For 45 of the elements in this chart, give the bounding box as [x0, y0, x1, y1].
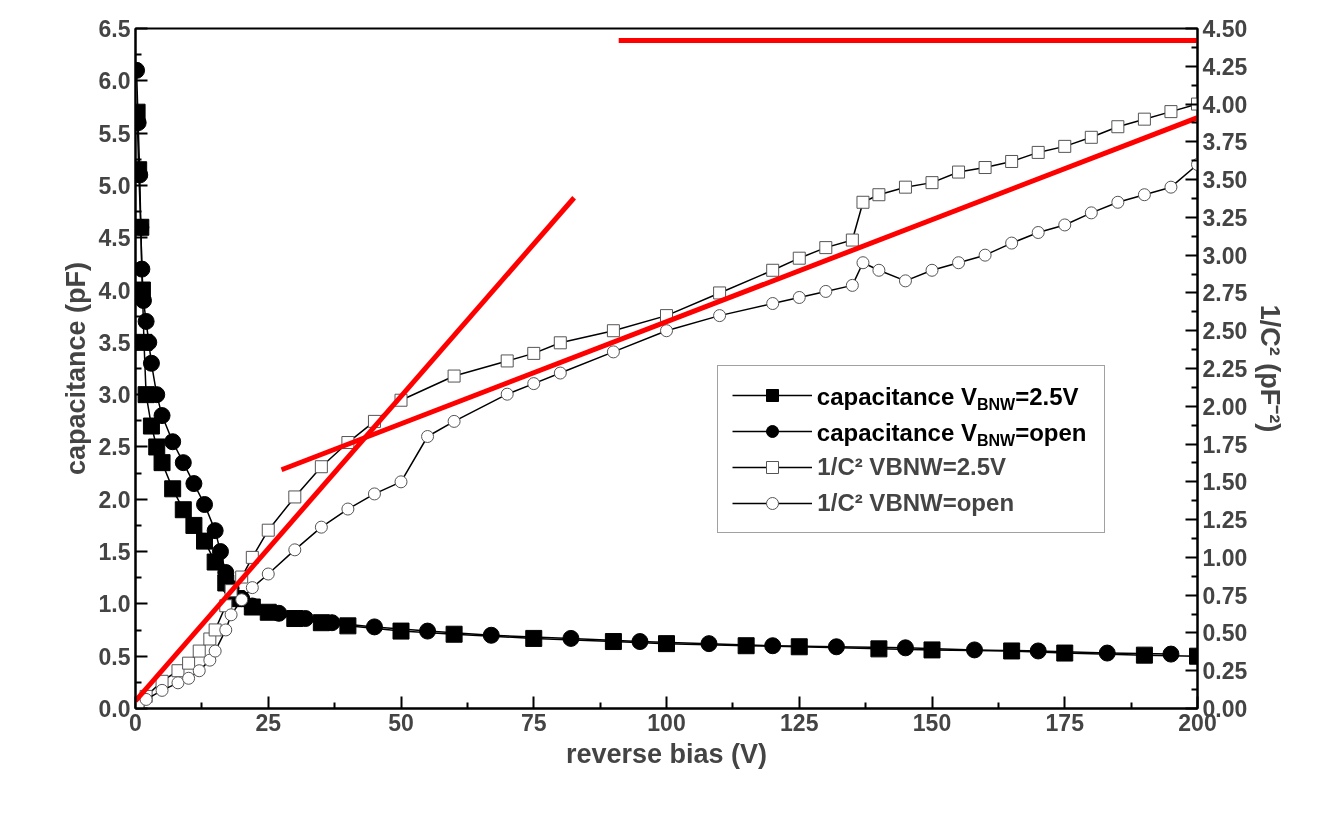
x-tick-label: 100: [647, 709, 686, 736]
legend-label: 1/C² VBNW=2.5V: [817, 452, 1008, 482]
y-tick-label: 6.5: [98, 16, 131, 42]
legend-label: 1/C² VBNW=open: [817, 488, 1016, 518]
x-axis-title: reverse bias (V): [565, 738, 768, 769]
y2-tick-label: 1.75: [1202, 431, 1248, 458]
y-tick-label: 4.0: [98, 277, 131, 304]
x-tick-label: 125: [780, 709, 819, 736]
y2-tick-label: 1.25: [1202, 507, 1248, 534]
x-tick-label: 175: [1045, 709, 1085, 736]
x-tick-label: 150: [912, 709, 952, 736]
y-tick-label: 3.5: [98, 329, 131, 356]
y-tick-label: 0.0: [98, 696, 131, 722]
x-tick-label: 0: [129, 709, 142, 736]
y2-tick-label: 2.75: [1202, 280, 1248, 307]
y2-tick-label: 3.00: [1202, 242, 1248, 269]
y-tick-label: 3.0: [98, 382, 131, 409]
y2-axis-title: 1/C² (pF⁻²): [1255, 304, 1286, 433]
y2-tick-label: 2.50: [1202, 318, 1248, 345]
y2-tick-label: 4.25: [1202, 53, 1248, 80]
y2-tick-label: 3.50: [1202, 167, 1248, 194]
y-tick-label: 2.5: [98, 434, 131, 461]
y2-tick-label: 1.00: [1202, 544, 1248, 571]
y-tick-label: 5.5: [98, 120, 131, 147]
y2-tick-label: 0.25: [1202, 658, 1248, 685]
y2-tick-label: 0.75: [1202, 582, 1248, 609]
y2-tick-label: 1.50: [1202, 469, 1248, 496]
y2-tick-label: 2.00: [1202, 393, 1248, 420]
y-tick-label: 4.5: [98, 225, 131, 252]
y2-tick-label: 2.25: [1202, 356, 1248, 382]
y2-tick-label: 4.50: [1202, 16, 1248, 42]
x-tick-label: 25: [255, 709, 282, 736]
y2-tick-label: 0.50: [1202, 620, 1248, 647]
y2-tick-label: 3.75: [1202, 129, 1248, 156]
y-tick-label: 6.0: [98, 68, 131, 95]
y2-tick-label: 4.00: [1202, 91, 1248, 118]
x-tick-label: 75: [520, 709, 547, 736]
y-tick-label: 1.5: [98, 539, 131, 566]
y2-tick-label: 3.25: [1202, 204, 1248, 231]
y-axis-title: capacitance (pF): [60, 261, 91, 476]
y-tick-label: 1.0: [98, 591, 131, 618]
y-tick-label: 5.0: [98, 172, 131, 199]
y-tick-label: 2.0: [98, 486, 131, 513]
y-tick-label: 0.5: [98, 643, 131, 670]
x-tick-label: 50: [388, 709, 414, 736]
